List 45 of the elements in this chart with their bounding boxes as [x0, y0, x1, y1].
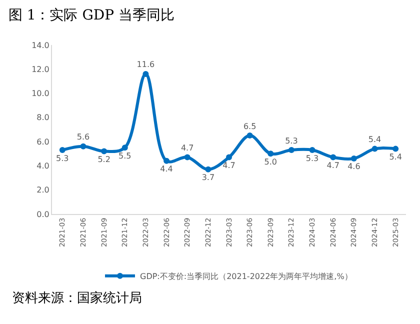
- point: [101, 148, 108, 154]
- chart-title: 图 1：实际 GDP 当季同比: [8, 8, 174, 24]
- legend-label: GDP:不变价:当季同比（2021-2022年为两年平均增速,%）: [140, 272, 352, 281]
- data-label: 5.0: [264, 157, 278, 166]
- data-label: 4.6: [348, 162, 360, 172]
- y-tick-label: 10.0: [32, 89, 50, 98]
- point: [226, 154, 232, 160]
- point: [350, 155, 357, 162]
- point: [59, 147, 66, 154]
- y-tick-label: 0.0: [36, 210, 50, 219]
- data-label: 4.7: [326, 161, 340, 170]
- y-tick-label: 12.0: [32, 64, 50, 74]
- point: [164, 158, 170, 164]
- y-tick-label: 6.0: [36, 137, 50, 146]
- point: [246, 132, 253, 139]
- point: [372, 146, 378, 152]
- data-label: 5.3: [306, 154, 319, 163]
- data-label: 4.7: [180, 144, 194, 153]
- point: [142, 70, 149, 77]
- point: [330, 154, 336, 160]
- data-label: 5.3: [285, 136, 298, 146]
- text: 资料来源：国家统计局: [12, 290, 142, 306]
- point: [392, 146, 399, 152]
- y-tick-label: 8.0: [36, 113, 50, 122]
- point: [80, 143, 86, 150]
- data-label: 5.3: [56, 154, 69, 163]
- data-label: 6.5: [243, 122, 256, 131]
- data-label: 5.4: [389, 152, 402, 162]
- point: [309, 147, 316, 154]
- point: [288, 147, 294, 154]
- y-tick-label: 4.0: [36, 162, 50, 171]
- data-label: 5.5: [118, 151, 132, 160]
- y-tick-label: 14.0: [32, 40, 50, 50]
- data-label: 11.6: [136, 60, 155, 70]
- point: [268, 150, 274, 157]
- data-label: 5.6: [76, 132, 90, 142]
- data-label: 5.2: [98, 154, 110, 164]
- data-label: 5.4: [368, 135, 382, 144]
- point: [122, 144, 128, 151]
- data-label: 4.7: [222, 161, 236, 170]
- y-tick-label: 2.0: [36, 186, 50, 195]
- data-label: 3.7: [202, 173, 215, 182]
- point: [205, 166, 212, 172]
- point: [184, 154, 190, 160]
- data-label: 4.4: [160, 164, 173, 174]
